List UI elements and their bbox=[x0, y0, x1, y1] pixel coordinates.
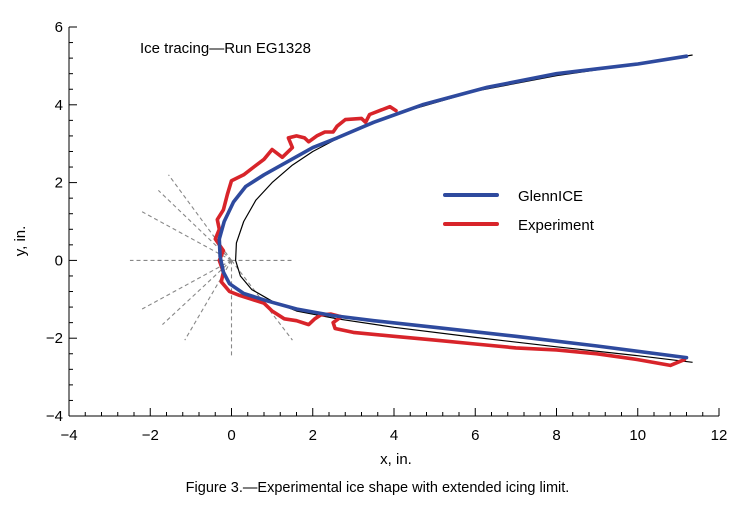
y-tick-label: −4 bbox=[46, 408, 63, 425]
airfoil-contour-line bbox=[235, 54, 693, 363]
x-tick-label: 6 bbox=[471, 427, 479, 444]
impingement-rays bbox=[129, 174, 293, 358]
legend: GlennICE Experiment bbox=[443, 188, 595, 234]
y-tick-label: 4 bbox=[55, 97, 63, 114]
legend-label-experiment: Experiment bbox=[518, 217, 595, 234]
impingement-ray bbox=[162, 259, 232, 325]
impingement-ray bbox=[141, 259, 232, 310]
x-axis-label: x, in. bbox=[380, 451, 412, 468]
x-tick-label: 8 bbox=[552, 427, 560, 444]
impingement-ray bbox=[141, 211, 232, 261]
legend-label-glennice: GlennICE bbox=[518, 188, 583, 205]
x-tick-label: −2 bbox=[142, 427, 159, 444]
x-tick-label: 4 bbox=[390, 427, 398, 444]
figure-caption: Figure 3.—Experimental ice shape with ex… bbox=[185, 480, 570, 496]
x-tick-label: 10 bbox=[629, 427, 646, 444]
y-axis-label: y, in. bbox=[12, 226, 29, 257]
chart-annotation: Ice tracing—Run EG1328 bbox=[140, 40, 311, 57]
ticks: −4 −2 0 2 4 6 8 10 12 −4 −2 0 2 4 6 bbox=[46, 19, 727, 444]
series-line-glennice bbox=[217, 54, 689, 360]
y-tick-label: 6 bbox=[55, 19, 63, 36]
x-tick-label: −4 bbox=[60, 427, 77, 444]
ice-shape-chart: −4 −2 0 2 4 6 8 10 12 −4 −2 0 2 4 6 Ice tracing—Run EG… bbox=[12, 19, 727, 468]
y-tick-label: 2 bbox=[55, 175, 63, 192]
airfoil-contour bbox=[235, 54, 693, 363]
x-tick-label: 0 bbox=[227, 427, 235, 444]
y-tick-label: 0 bbox=[55, 252, 63, 269]
x-tick-label: 12 bbox=[711, 427, 728, 444]
y-tick-label: −2 bbox=[46, 330, 63, 347]
x-tick-label: 2 bbox=[309, 427, 317, 444]
data-series bbox=[213, 54, 689, 368]
series-line-experiment bbox=[213, 104, 687, 368]
